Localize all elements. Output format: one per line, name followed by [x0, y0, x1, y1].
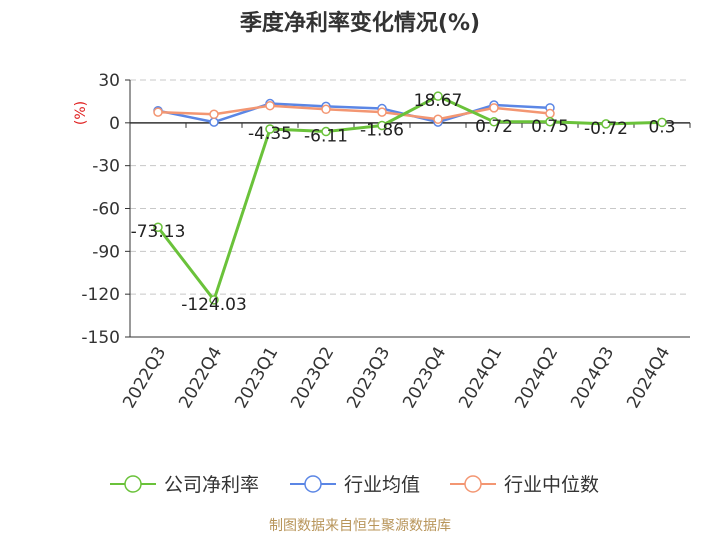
data-label: 0.3 — [648, 117, 675, 137]
x-tick-label: 2024Q1 — [455, 344, 506, 412]
y-tick-label: -150 — [81, 328, 120, 348]
x-tick-label: 2022Q4 — [175, 344, 226, 412]
series-point[interactable] — [321, 126, 331, 137]
data-label: 0.75 — [531, 117, 569, 137]
y-tick-label: -30 — [92, 157, 120, 177]
y-tick-label: -120 — [81, 285, 120, 305]
x-tick-label: 2022Q3 — [119, 344, 170, 412]
chart-title: 季度净利率变化情况(%) — [240, 10, 480, 36]
series-point[interactable] — [209, 295, 219, 305]
data-label: 18.67 — [414, 91, 463, 111]
data-labels: -73.13 -124.03 -4.35 -6.11 -1.86 18.67 0.72 0.7… — [131, 91, 676, 315]
x-tick-label: 2023Q2 — [287, 344, 338, 412]
legend-label[interactable]: 公司净利率 — [164, 474, 259, 496]
series-point[interactable] — [209, 109, 219, 120]
y-axis-unit-label: (%) — [73, 101, 89, 125]
series-point[interactable] — [209, 117, 219, 127]
x-tick-label: 2023Q4 — [399, 344, 450, 412]
x-tick-label: 2024Q4 — [623, 344, 674, 412]
series-point[interactable] — [153, 107, 163, 117]
series-point[interactable] — [265, 124, 275, 134]
series-line — [157, 102, 551, 124]
series-layer — [153, 91, 667, 305]
data-label: -6.11 — [304, 127, 348, 147]
series-point[interactable] — [433, 114, 443, 125]
source-note: 制图数据来自恒生聚源数据库 — [269, 518, 451, 534]
legend-label[interactable]: 行业中位数 — [504, 474, 599, 496]
series-point[interactable] — [489, 117, 499, 127]
y-tick-label: 30 — [98, 71, 120, 91]
y-tick-label: -90 — [92, 242, 120, 262]
legend[interactable]: 公司净利率 行业均值 行业中位数 — [110, 474, 599, 496]
series-point[interactable] — [433, 91, 443, 101]
series-point[interactable] — [657, 117, 667, 128]
series-line — [156, 94, 663, 302]
legend-marker — [124, 475, 142, 493]
x-tick-label: 2024Q2 — [511, 344, 562, 412]
x-tick-label: 2024Q3 — [567, 344, 618, 412]
y-tick-label: 0 — [109, 114, 120, 134]
series-line — [157, 104, 551, 121]
legend-marker — [464, 475, 482, 493]
data-label: -4.35 — [248, 124, 292, 144]
data-label: -124.03 — [181, 295, 247, 315]
data-label: 0.72 — [475, 117, 513, 137]
series-point[interactable] — [153, 222, 163, 232]
y-tick-label: -60 — [92, 200, 120, 220]
series-point[interactable] — [545, 117, 555, 127]
series-point[interactable] — [489, 103, 499, 113]
data-label: -0.72 — [584, 119, 628, 139]
series-point[interactable] — [265, 100, 275, 111]
x-tick-label: 2023Q1 — [231, 344, 282, 412]
legend-label[interactable]: 行业均值 — [344, 474, 420, 496]
grid-lines — [130, 79, 690, 295]
legend-marker — [304, 475, 322, 493]
series-point[interactable] — [377, 120, 387, 131]
data-label: -73.13 — [131, 222, 186, 242]
series-point[interactable] — [377, 107, 387, 117]
data-label: -1.86 — [360, 120, 404, 140]
series-point[interactable] — [601, 119, 611, 129]
x-tick-label: 2023Q3 — [343, 344, 394, 412]
series-point[interactable] — [321, 104, 331, 115]
